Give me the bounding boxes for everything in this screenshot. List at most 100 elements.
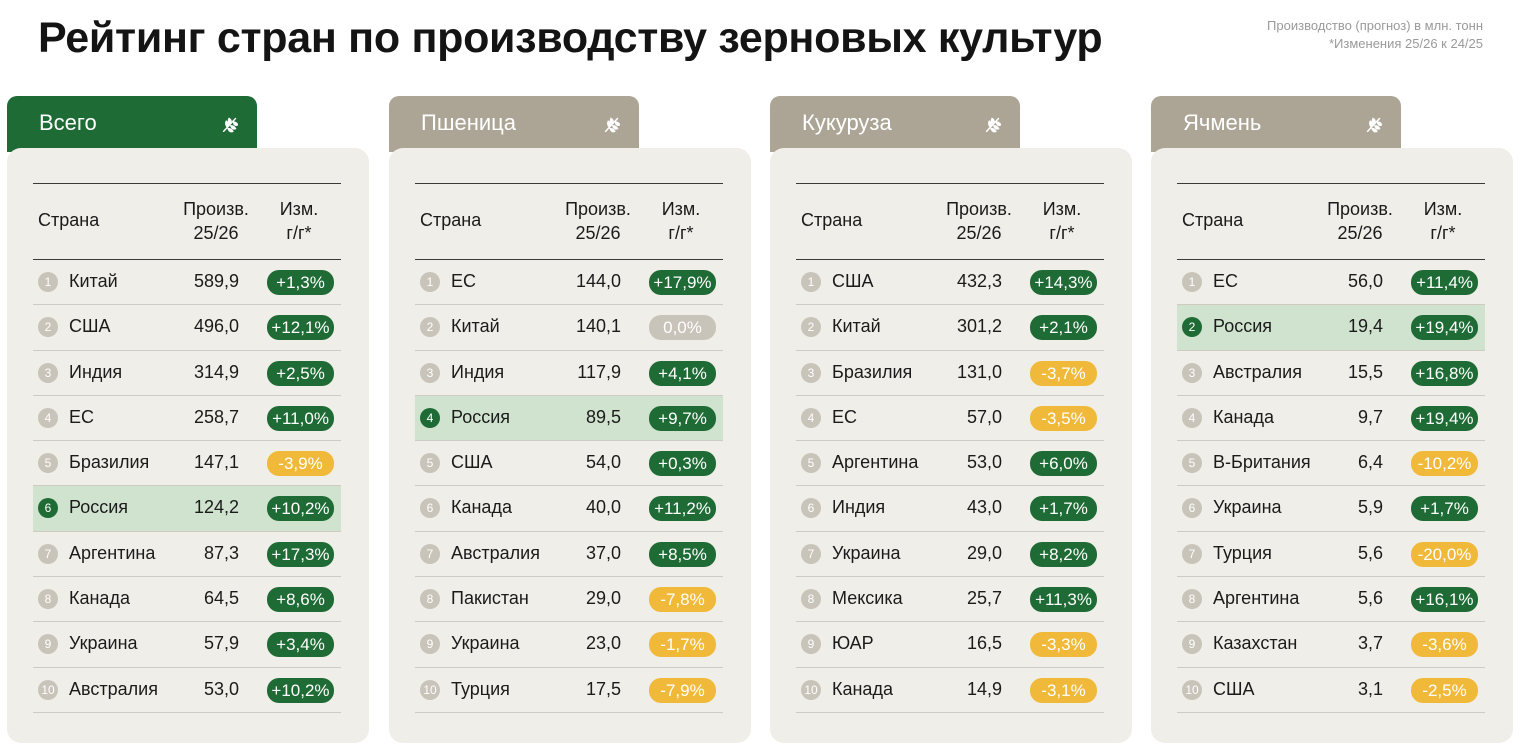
country-name: Канада xyxy=(1213,406,1274,427)
rank-number: 6 xyxy=(1182,498,1202,519)
header-change-line2: г/г* xyxy=(1430,223,1456,243)
table-row: 5 США 54,0 +0,3% xyxy=(415,441,723,487)
table-row: 7 Украина 29,0 +8,2% xyxy=(796,532,1104,578)
country-name: Россия xyxy=(1213,316,1273,337)
table-row: 1 ЕС 144,0 +17,9% xyxy=(415,260,723,306)
ranking-table: Страна Произв. 25/26 Изм. г/г* 1 ЕС 144,0 +17,9%… xyxy=(415,183,723,713)
production-value: 23,0 xyxy=(585,633,621,654)
rank-number: 3 xyxy=(801,362,821,383)
rank-number: 9 xyxy=(1182,634,1202,655)
rank-number: 10 xyxy=(801,679,821,700)
rank-number: 6 xyxy=(420,498,440,519)
country-name: США xyxy=(69,316,111,337)
table-row: 4 Канада 9,7 +19,4% xyxy=(1177,396,1485,442)
production-value: 589,9 xyxy=(193,271,239,291)
production-value: 131,0 xyxy=(956,361,1002,382)
production-value: 57,9 xyxy=(203,633,239,654)
table-row: 7 Австралия 37,0 +8,5% xyxy=(415,532,723,578)
header-change-line2: г/г* xyxy=(668,223,694,243)
production-value: 37,0 xyxy=(585,542,621,563)
country-name: Австралия xyxy=(1213,361,1302,382)
change-badge: +8,2% xyxy=(1030,541,1097,567)
rank-number: 10 xyxy=(1182,679,1202,700)
tab-2[interactable]: Кукуруза xyxy=(770,96,1020,152)
units-note-line: Производство (прогноз) в млн. тонн xyxy=(1267,18,1483,33)
production-value: 117,9 xyxy=(577,361,621,382)
change-badge: -7,9% xyxy=(649,677,716,703)
table-row: 2 Китай 301,2 +2,1% xyxy=(796,305,1104,351)
table-row: 7 Турция 5,6 -20,0% xyxy=(1177,532,1485,578)
rank-number: 2 xyxy=(420,317,440,338)
production-value: 54,0 xyxy=(585,452,621,473)
wheat-icon xyxy=(601,113,623,135)
rank-number: 4 xyxy=(420,407,440,428)
change-badge: +16,8% xyxy=(1411,360,1478,386)
tab-label: Пшеница xyxy=(421,110,516,135)
country-name: Китай xyxy=(451,316,500,337)
country-name: Аргентина xyxy=(832,452,919,473)
change-badge: +19,4% xyxy=(1411,405,1478,431)
production-value: 89,5 xyxy=(585,406,621,427)
table-row: 9 ЮАР 16,5 -3,3% xyxy=(796,622,1104,668)
rank-number: 7 xyxy=(801,543,821,564)
table-header: Страна Произв. 25/26 Изм. г/г* xyxy=(415,184,723,260)
table-row: 1 ЕС 56,0 +11,4% xyxy=(1177,260,1485,306)
production-value: 25,7 xyxy=(966,588,1002,609)
country-name: Турция xyxy=(451,678,510,699)
table-row: 9 Казахстан 3,7 -3,6% xyxy=(1177,622,1485,668)
country-name: Индия xyxy=(451,361,505,382)
panel-3: Ячмень Страна Произв. 25/26 Изм. г/г* 1 ЕС 56,0 +… xyxy=(1151,96,1513,744)
header-production-line1: Произв. xyxy=(1327,199,1393,219)
table-card: Страна Произв. 25/26 Изм. г/г* 1 США 432,3 +14,3… xyxy=(770,148,1132,743)
rank-number: 1 xyxy=(420,272,440,292)
table-row: 9 Украина 23,0 -1,7% xyxy=(415,622,723,668)
rank-number: 7 xyxy=(1182,543,1202,564)
change-badge: +4,1% xyxy=(649,360,716,386)
rank-number: 2 xyxy=(38,317,58,338)
change-badge: +3,4% xyxy=(267,632,334,658)
change-badge: +9,7% xyxy=(649,405,716,431)
tab-1[interactable]: Пшеница xyxy=(389,96,639,152)
production-value: 17,5 xyxy=(585,678,621,699)
header-production: Произв. 25/26 xyxy=(934,197,1024,245)
page-title: Рейтинг стран по производству зерновых к… xyxy=(38,14,1103,62)
change-badge: +14,3% xyxy=(1030,270,1097,295)
header-production: Произв. 25/26 xyxy=(171,197,261,245)
rank-number: 6 xyxy=(801,498,821,519)
header-change-line2: г/г* xyxy=(286,223,312,243)
change-badge: +8,5% xyxy=(649,541,716,567)
country-name: Аргентина xyxy=(1213,588,1300,609)
rank-number: 1 xyxy=(801,272,821,292)
header-change: Изм. г/г* xyxy=(1030,197,1094,245)
production-value: 5,6 xyxy=(1357,542,1383,563)
production-value: 9,7 xyxy=(1357,406,1383,427)
tab-3[interactable]: Ячмень xyxy=(1151,96,1401,152)
table-row: 9 Украина 57,9 +3,4% xyxy=(33,622,341,668)
change-badge: +1,3% xyxy=(267,270,334,295)
header-change-line1: Изм. xyxy=(1423,199,1463,219)
table-row: 1 Китай 589,9 +1,3% xyxy=(33,260,341,306)
country-name: Китай xyxy=(69,271,118,291)
country-name: Мексика xyxy=(832,588,903,609)
table-row: 4 ЕС 258,7 +11,0% xyxy=(33,396,341,442)
table-row: 8 Мексика 25,7 +11,3% xyxy=(796,577,1104,623)
tab-0[interactable]: Всего xyxy=(7,96,257,152)
production-value: 19,4 xyxy=(1347,316,1383,337)
country-name: Бразилия xyxy=(69,452,150,473)
production-value: 144,0 xyxy=(575,271,621,291)
header-change: Изм. г/г* xyxy=(267,197,331,245)
table-row: 10 США 3,1 -2,5% xyxy=(1177,668,1485,713)
panel-1: Пшеница Страна Произв. 25/26 Изм. г/г* 1 ЕС 144,… xyxy=(389,96,751,744)
panel-2: Кукуруза Страна Произв. 25/26 Изм. г/г* 1 США 43… xyxy=(770,96,1132,744)
rank-number: 7 xyxy=(38,543,58,564)
table-row: 3 Бразилия 131,0 -3,7% xyxy=(796,351,1104,396)
country-name: Китай xyxy=(832,316,881,337)
rank-number: 2 xyxy=(801,317,821,338)
change-badge: -7,8% xyxy=(649,587,716,613)
header-country: Страна xyxy=(420,210,482,230)
units-note: Производство (прогноз) в млн. тонн *Изме… xyxy=(1267,17,1483,53)
production-value: 3,1 xyxy=(1357,678,1383,699)
country-name: Австралия xyxy=(69,678,158,699)
change-badge: +11,0% xyxy=(267,405,334,431)
table-row: 10 Австралия 53,0 +10,2% xyxy=(33,668,341,713)
